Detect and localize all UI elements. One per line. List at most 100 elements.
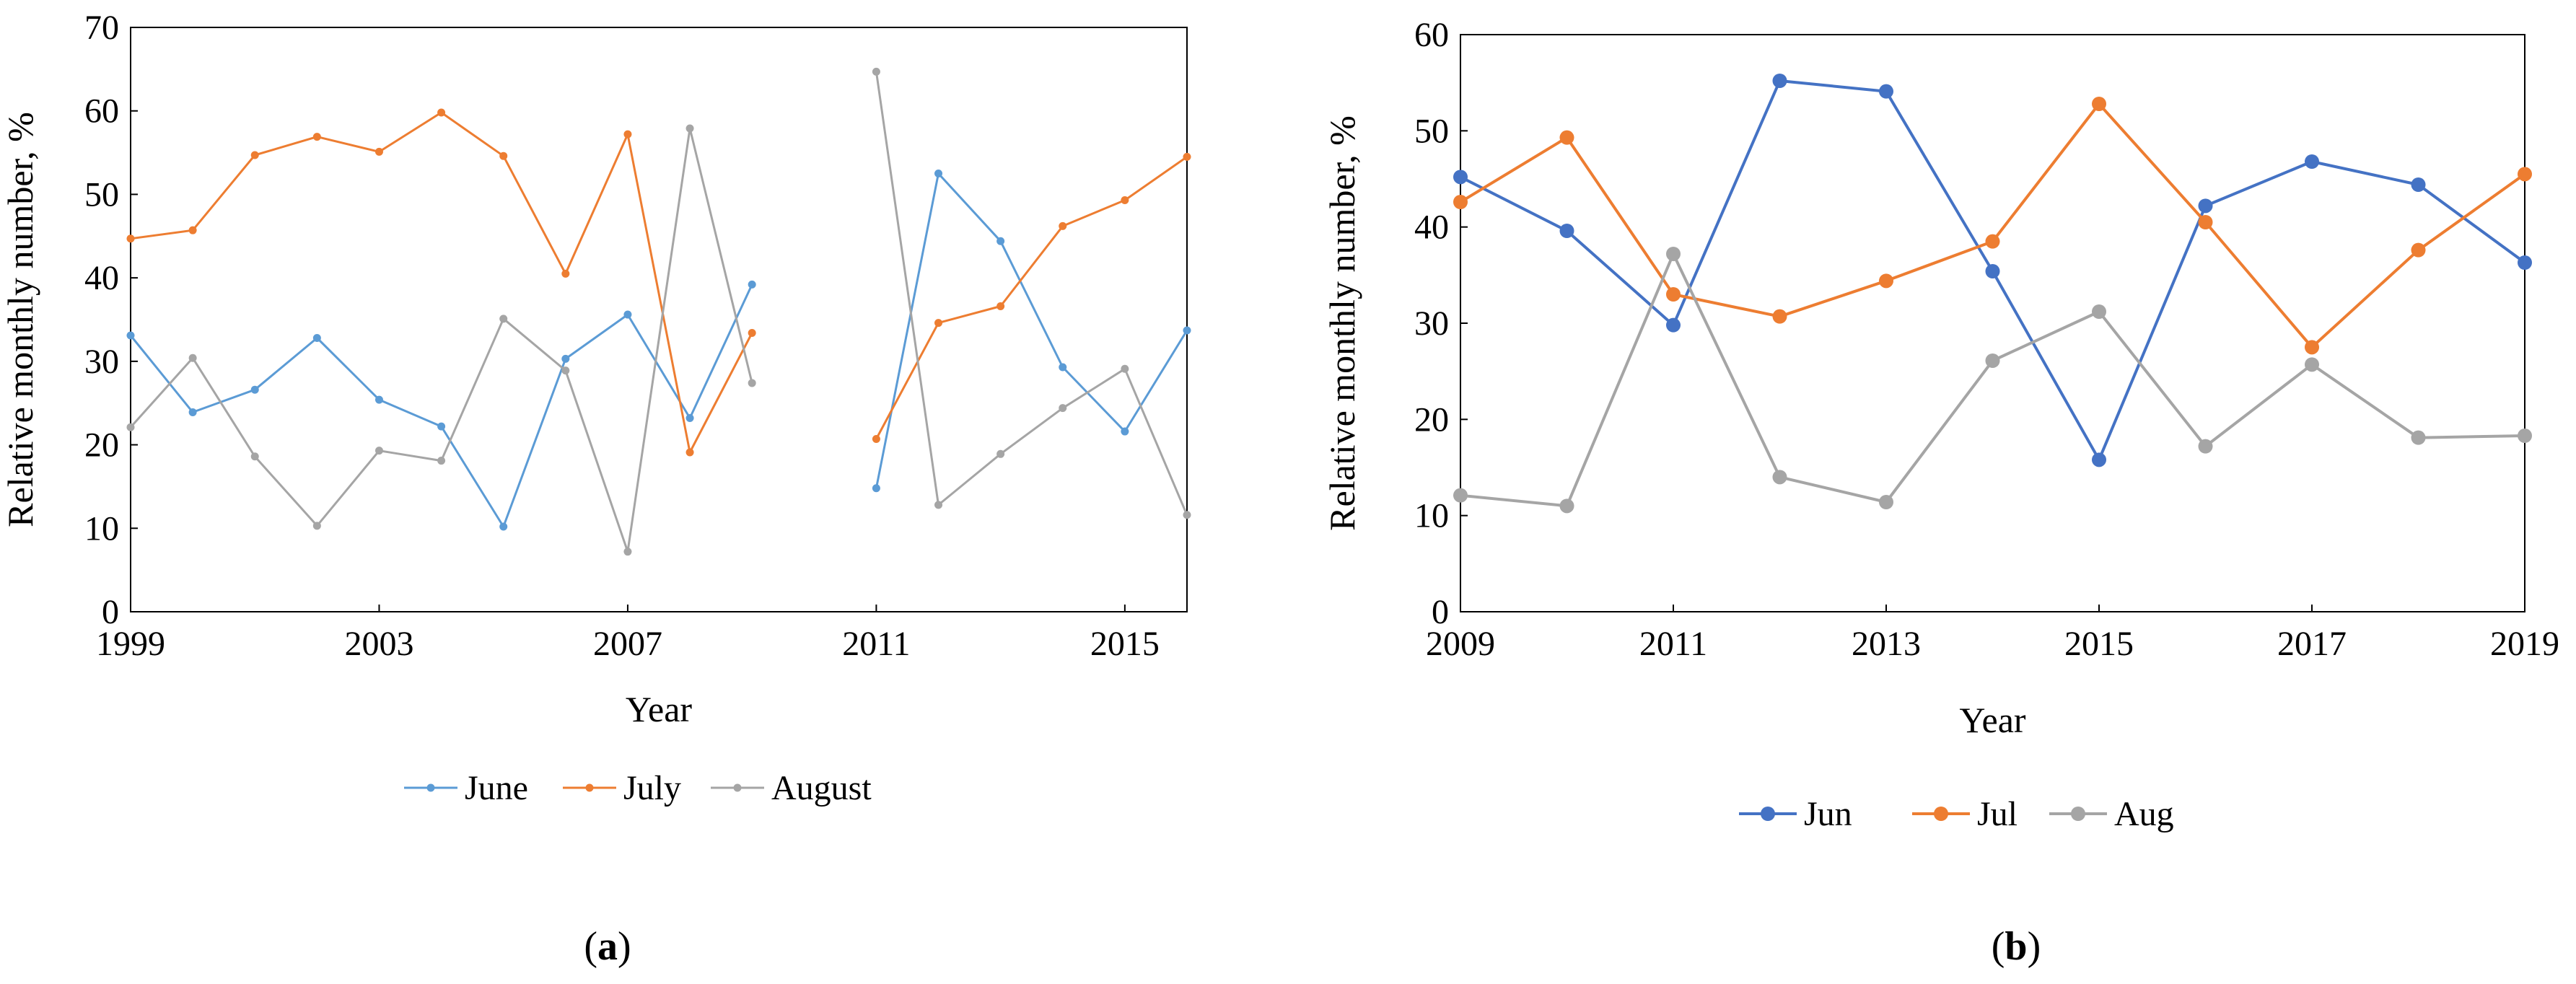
data-point-june [188,408,197,416]
series-line-july [130,111,1188,454]
chart-b-svg: 0 10 20 30 40 50 60 2009 2011 2013 2015 2017 2019 Yea… [1322,16,2559,969]
data-point-jun [2411,177,2426,192]
legend-swatch-marker [426,783,435,792]
data-point-august [623,548,632,556]
y-tick-label: 40 [1414,208,1449,247]
chart-panel-a: 0 10 20 30 40 50 60 70 1999 2003 2007 2011 2015 Year R… [0,0,1288,980]
data-point-jun [1453,170,1468,185]
data-point-jul [2518,167,2532,182]
data-point-aug [2411,430,2426,445]
data-point-june [561,354,570,363]
data-point-august [250,452,259,461]
plot-frame [130,27,1188,612]
data-point-aug [1985,353,2000,368]
legend-label-august: August [771,769,872,807]
data-point-aug [2198,439,2213,454]
data-point-august [1121,364,1129,373]
data-point-jun [1772,74,1787,88]
data-point-august [312,522,321,530]
data-point-jul [1879,273,1893,289]
data-point-jun [1879,84,1893,99]
x-tick-label: 2015 [2064,625,2134,663]
data-point-august [126,423,135,431]
data-point-august [748,379,756,387]
data-point-jun [2518,255,2532,270]
legend-label-june: June [465,769,528,807]
data-point-jul [1985,234,2000,249]
x-tick-label: 2011 [1639,625,1707,663]
data-point-jul [1559,130,1574,145]
series-line-august [129,71,1188,553]
data-point-august [374,447,383,455]
y-tick-label: 60 [1414,16,1449,54]
data-point-june [250,385,259,394]
x-tick-label: 2003 [344,625,413,663]
caption-letter: b [2005,924,2027,969]
legend-swatch-marker [733,783,742,792]
data-point-jun [1666,317,1681,333]
data-point-july [561,269,570,278]
x-tick-label: 2019 [2490,625,2559,663]
data-point-july [934,319,943,328]
caption-paren-open: ( [584,924,597,969]
data-point-aug [1666,247,1681,261]
y-tick-label: 30 [84,343,119,381]
caption-paren-open: ( [1992,924,2005,969]
caption-paren-close: ) [2028,924,2041,969]
legend-label-july: July [623,769,681,807]
data-point-august [1183,511,1191,519]
data-point-jul [2411,242,2426,258]
data-point-june [996,237,1005,245]
data-point-jun [2092,452,2106,467]
data-point-july [1059,221,1067,230]
data-point-july [374,147,383,156]
y-tick-label: 70 [84,9,119,47]
legend-label-jul: Jul [1977,795,2018,833]
data-point-aug [1559,498,1574,514]
caption-letter: a [597,924,618,969]
data-point-june [872,484,880,493]
legend-label-aug: Aug [2114,795,2174,833]
x-tick-label: 2011 [842,625,910,663]
data-point-jul [1772,309,1787,324]
y-axis-title: Relative monthly number, % [0,112,40,527]
data-point-june [437,422,446,431]
x-tick-label: 2017 [2277,625,2347,663]
y-tick-label: 60 [84,92,119,131]
legend-swatch-marker [585,783,594,792]
data-point-july [188,226,197,234]
x-axis-title: Year [626,689,692,729]
legend-swatch-marker [2071,807,2085,821]
caption-paren-close: ) [618,924,631,969]
data-point-aug [2518,429,2532,443]
data-point-july [996,302,1005,310]
data-point-august [188,353,197,362]
data-point-june [623,310,632,319]
y-tick-label: 50 [1414,112,1449,150]
data-point-august [996,449,1005,458]
data-point-july [250,151,259,159]
data-point-august [1059,404,1067,413]
panel-caption: (b) [1992,924,2041,969]
data-point-july [623,130,632,139]
data-point-jun [1985,264,2000,278]
y-tick-label: 0 [1432,593,1449,631]
data-point-june [748,280,756,289]
data-point-august [499,315,508,323]
legend-swatch-marker [1761,807,1775,821]
y-tick-label: 0 [102,593,119,631]
data-point-june [685,414,694,423]
data-point-june [1121,427,1129,436]
x-tick-label: 2009 [1426,625,1495,663]
y-tick-label: 10 [1414,497,1449,535]
data-point-july [437,108,446,117]
data-point-jul [2305,340,2319,355]
data-point-july [312,133,321,141]
data-point-june [1183,326,1191,335]
data-point-august [437,457,446,465]
data-point-july [685,448,694,457]
series-line-jul [1459,102,2526,349]
data-point-jul [2198,215,2213,229]
data-point-aug [2305,357,2319,372]
x-axis-title: Year [1959,700,2025,740]
